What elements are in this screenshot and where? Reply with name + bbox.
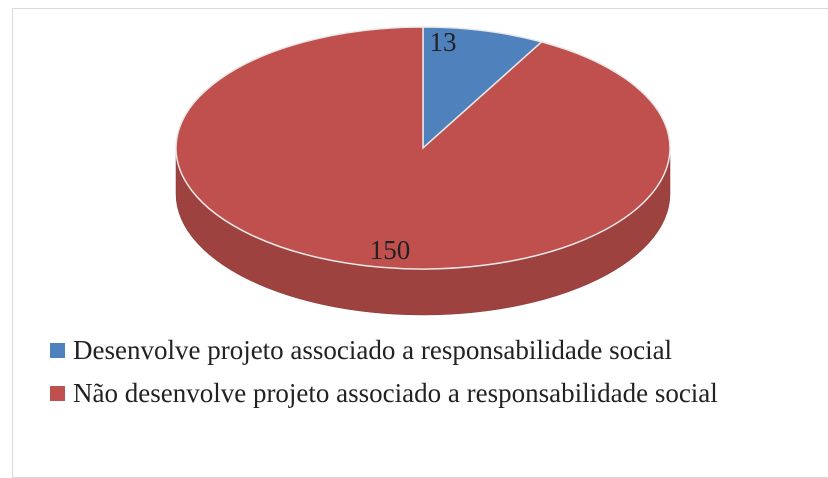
legend-swatch	[50, 386, 65, 401]
slice	[422, 26, 544, 150]
value-label: 150	[370, 235, 411, 265]
legend-swatch	[50, 343, 65, 358]
slice	[175, 26, 671, 270]
chart: 13 150 Desenvolve projeto associado a res…	[12, 8, 828, 478]
legend-label: Desenvolve projeto associado a responsab…	[73, 335, 673, 365]
pie-plot: 13 150	[175, 26, 671, 316]
legend-label: Não desenvolve projeto associado a respo…	[73, 378, 718, 408]
legend-entry: Desenvolve projeto associado a responsab…	[50, 333, 672, 367]
legend-entry: Não desenvolve projeto associado a respo…	[50, 376, 750, 410]
value-label: 13	[430, 27, 457, 57]
